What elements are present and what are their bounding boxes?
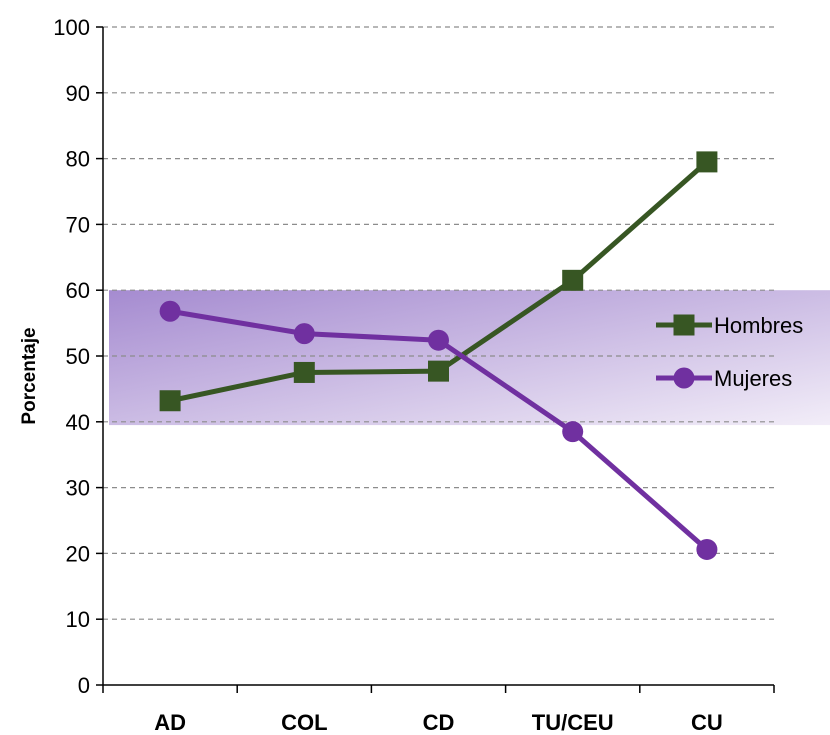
legend: Hombres Mujeres — [656, 313, 803, 391]
y-tick-label: 90 — [66, 81, 90, 106]
legend-label: Mujeres — [714, 366, 792, 391]
y-tick-label: 50 — [66, 344, 90, 369]
gridlines — [103, 26, 774, 620]
y-axis-title: Porcentaje — [19, 327, 40, 424]
x-tick-label: AD — [154, 710, 186, 735]
axes: 0 10 20 30 40 50 60 70 80 90 100 AD COL CD TU/CEU CU — [53, 15, 775, 735]
data-point — [293, 323, 315, 345]
y-tick-label: 100 — [53, 15, 90, 40]
highlight-band — [109, 290, 830, 426]
data-point — [159, 390, 181, 412]
x-tick-label: TU/CEU — [532, 710, 614, 735]
x-tick-label: CU — [691, 710, 723, 735]
data-point — [696, 538, 718, 560]
data-point — [428, 360, 449, 382]
y-tick-label: 60 — [66, 278, 90, 303]
y-tick-label: 40 — [66, 410, 90, 435]
y-tick-label: 30 — [66, 476, 90, 501]
y-tick-label: 70 — [66, 212, 90, 237]
y-tick-label: 10 — [66, 607, 90, 632]
y-tick-label: 0 — [78, 673, 90, 698]
data-point — [696, 151, 718, 173]
data-point — [562, 269, 584, 291]
data-point — [159, 300, 181, 322]
data-point — [673, 367, 695, 389]
x-tick-label: COL — [281, 710, 327, 735]
legend-label: Hombres — [714, 313, 803, 338]
data-point — [673, 314, 695, 336]
x-tick-label: CD — [423, 710, 455, 735]
data-point — [293, 361, 315, 383]
y-tick-label: 20 — [66, 541, 90, 566]
y-tick-label: 80 — [66, 147, 90, 172]
data-point — [562, 421, 584, 443]
data-point — [428, 329, 449, 351]
series — [159, 151, 718, 560]
